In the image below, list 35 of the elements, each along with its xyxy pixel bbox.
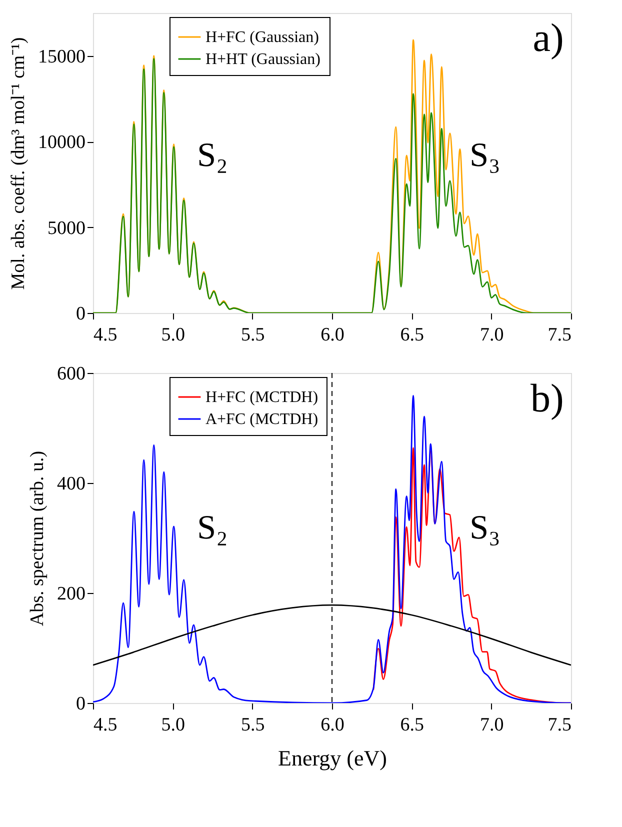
annotation: S₃ [470,137,500,174]
y-tick-label: 600 [57,364,86,384]
y-tick-label: 0 [76,304,86,324]
y-tick-label: 5000 [48,218,86,239]
x-tick-label: 7.0 [480,714,504,736]
x-tick-label: 7.0 [480,324,504,346]
legend-label: H+FC (MCTDH) [205,389,318,406]
x-tick-label: 5.0 [161,324,186,346]
x-axis-title: Energy (eV) [278,746,387,770]
legend-label: H+FC (Gaussian) [205,29,319,46]
x-tick-label: 6.5 [400,324,424,346]
y-tick-label: 0 [76,694,86,714]
x-tick-label: 5.5 [240,714,265,736]
x-tick-label: 5.5 [240,324,265,346]
y-axis-title: Abs. spectrum (arb. u.) [27,450,48,626]
annotation: S₂ [197,137,228,174]
y-axis-title: Mol. abs. coeff. (dm³ mol⁻¹ cm⁻¹) [8,37,29,290]
x-tick-label: 5.0 [161,714,186,736]
y-tick-label: 400 [57,474,86,494]
y-tick-label: 15000 [38,46,86,68]
annotation: a) [532,15,564,60]
x-tick-label: 6.5 [400,714,424,736]
x-tick-label: 4.5 [94,324,118,346]
x-tick-label: 6.0 [320,714,344,736]
annotation: S₂ [197,510,228,547]
annotation: S₃ [470,510,500,547]
y-tick-label: 200 [57,584,86,604]
x-tick-label: 7.5 [548,324,572,346]
y-tick-label: 10000 [38,132,86,154]
annotation: b) [530,376,564,421]
x-tick-label: 6.0 [320,324,344,346]
x-tick-label: 4.5 [94,714,118,736]
legend-label: A+FC (MCTDH) [205,411,318,428]
x-tick-label: 7.5 [548,714,572,736]
legend-label: H+HT (Gaussian) [205,51,320,68]
